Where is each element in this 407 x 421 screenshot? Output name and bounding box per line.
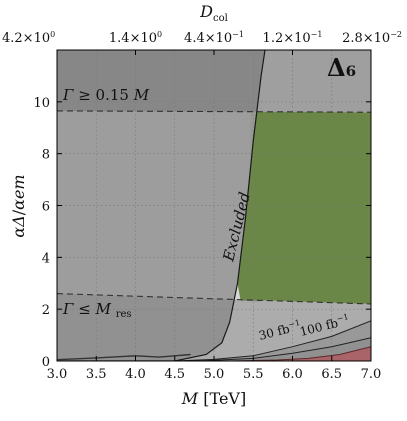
discovery-fill-1: [198, 337, 371, 361]
top-tick-label: 1.2×10−1: [263, 30, 323, 46]
top-tick-label: 4.2×100: [2, 30, 55, 46]
width-upper-relation: ≥ 0.15: [78, 86, 129, 104]
x-tick-label: 3.0: [47, 367, 68, 382]
lines-layer: [57, 50, 371, 361]
width-lower-label: Γ ≤ M res: [62, 300, 132, 320]
top-tick-exponent: −2: [390, 30, 402, 39]
y-tick-label: 6: [42, 200, 50, 215]
x-tick-label: 5.5: [243, 367, 264, 382]
top-tick-mantissa: 1.2×10: [263, 31, 311, 46]
model-badge: Δ₆: [327, 53, 356, 82]
top-axis-label: Dcol: [199, 2, 228, 24]
x-tick-label: 3.5: [86, 367, 107, 382]
x-tick-label: 4.5: [164, 367, 185, 382]
width-upper-line: [57, 110, 371, 113]
top-tick-label: 4.4×10−1: [184, 30, 244, 46]
grid-layer: [57, 50, 371, 361]
red-region: [229, 346, 371, 361]
ticks-layer: 3.0 3.5 4.0 4.5 5.0 5.5 6.0 6.5 7.0 0 2 4 6 8 10 4.2×10…: [2, 30, 402, 382]
width-upper-mass: M: [133, 86, 150, 104]
width-upper-gamma: Γ: [62, 86, 74, 104]
width-lower-relation: ≤: [78, 300, 91, 318]
x-tick-label: 7.0: [361, 367, 382, 382]
top-tick-label: 2.8×10−2: [342, 30, 402, 46]
top-tick-mantissa: 4.4×10: [184, 31, 232, 46]
x-tick-label: 5.0: [204, 367, 225, 382]
viable-green-region: [250, 111, 371, 304]
red-curve: [229, 346, 371, 361]
x-tick-label: 6.5: [321, 367, 342, 382]
top-tick-mantissa: 4.2×10: [2, 31, 50, 46]
x-tick-label: 4.0: [125, 367, 146, 382]
wide-resonance-region: [57, 50, 371, 113]
width-upper-label: Γ ≥ 0.15 M: [62, 86, 150, 104]
excluded-boundary: [57, 50, 266, 361]
top-tick-exponent: −1: [311, 30, 323, 39]
viable-green-edge: [237, 111, 262, 302]
top-tick-exponent: 0: [50, 30, 55, 39]
discovery-curve-1: [198, 337, 371, 361]
top-tick-exponent: −1: [232, 30, 244, 39]
width-lower-mass-sub: res: [116, 309, 132, 320]
y-axis-label: αΔ/αem: [9, 174, 28, 237]
width-lower-line: [57, 293, 371, 305]
width-lower-gamma: Γ: [62, 300, 74, 318]
y-tick-label: 8: [42, 148, 50, 163]
discovery-curve-0: [174, 320, 371, 361]
top-tick-mantissa: 1.4×10: [109, 31, 157, 46]
noise-curve: [57, 353, 191, 361]
y-tick-label: 2: [42, 303, 50, 318]
width-lower-mass: M: [95, 300, 112, 318]
top-tick-exponent: 0: [157, 30, 162, 39]
y-tick-label: 0: [42, 355, 50, 370]
top-tick-mantissa: 2.8×10: [342, 31, 390, 46]
y-tick-label: 4: [42, 251, 50, 266]
x-tick-label: 6.0: [282, 367, 303, 382]
y-tick-label: 10: [33, 96, 50, 111]
x-axis-label: M [TeV]: [181, 389, 246, 408]
top-tick-label: 1.4×100: [109, 30, 162, 46]
